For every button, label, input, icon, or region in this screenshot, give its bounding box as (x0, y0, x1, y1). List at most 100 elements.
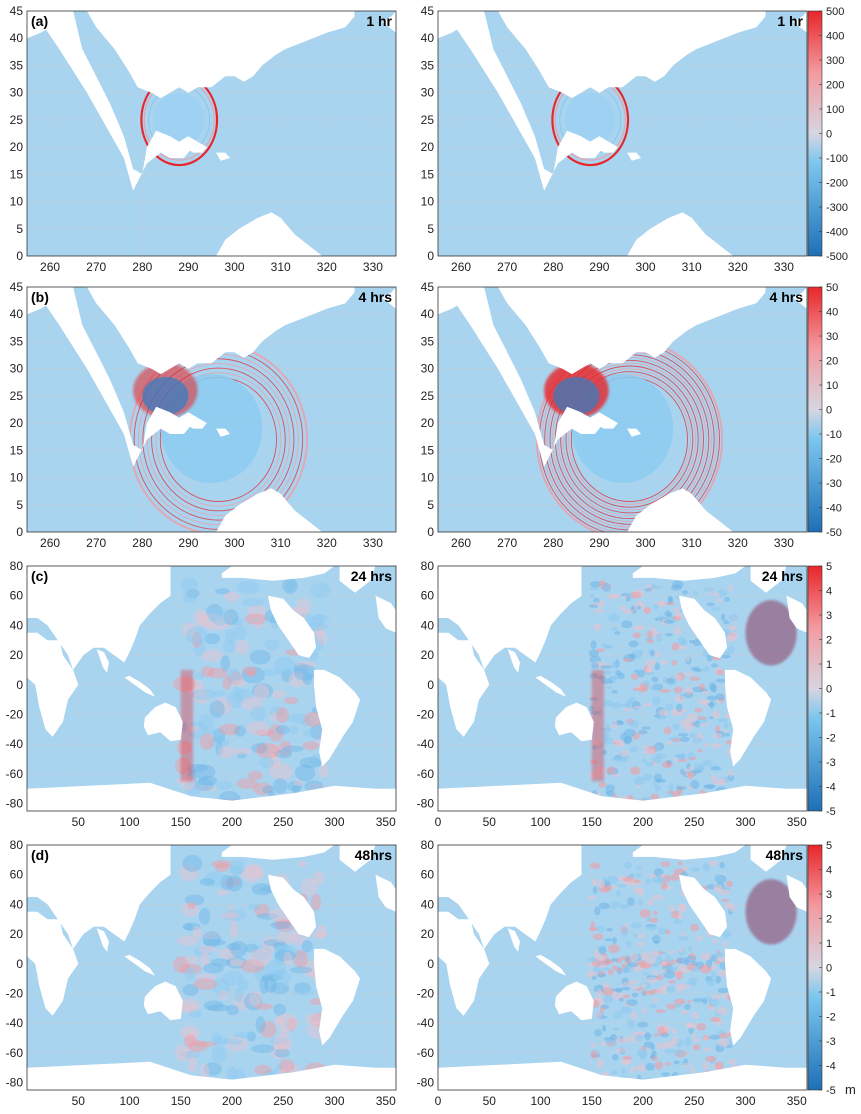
x-tick-label: 150 (171, 815, 191, 829)
y-tick-label: 40 (10, 897, 24, 911)
landmass (632, 566, 746, 581)
y-tick-label: 60 (421, 868, 435, 882)
x-tick-label: 0 (435, 815, 442, 829)
landmass (314, 669, 361, 767)
landmass (438, 11, 604, 191)
axes-frame (26, 565, 397, 812)
colorbar-tick-label: -300 (826, 202, 848, 214)
landmass (143, 702, 183, 742)
wavefront-ring (557, 362, 702, 517)
colorbar-tick-label: -4 (826, 782, 836, 794)
colorbar-tick-label: -50 (826, 527, 842, 539)
colorbar-tick-label: -3 (826, 1036, 836, 1048)
wavefront-ring (142, 358, 295, 521)
x-tick-label: 270 (86, 260, 106, 274)
y-tick-label: 0 (16, 678, 23, 692)
landmass (87, 287, 355, 375)
wavefront-ring (560, 365, 699, 514)
y-tick-label: -20 (417, 707, 435, 721)
y-tick-label: 60 (10, 589, 24, 603)
x-tick-label: 330 (774, 260, 794, 274)
landmass (375, 595, 396, 633)
y-tick-label: 45 (421, 4, 435, 18)
wavefront-ring (155, 372, 282, 507)
landmass (221, 845, 335, 860)
time-label: 48hrs (355, 847, 393, 863)
landmass (216, 212, 323, 256)
x-tick-label: 300 (735, 1094, 755, 1108)
panel-label: (b) (31, 289, 49, 305)
landmass (438, 287, 471, 315)
source-region (564, 92, 616, 148)
colorbar-3: 5 4 3 2 1 0 -1 -2 -3 -4 -5 (807, 561, 836, 818)
landmass (438, 287, 604, 467)
y-tick-label: 0 (427, 525, 434, 539)
landmass (786, 595, 807, 633)
x-tick-label: 320 (317, 536, 337, 550)
y-tick-label: 20 (10, 416, 24, 430)
time-label: 1 hr (366, 13, 392, 29)
panel-2: 260 270 280 290 300 310 320 330 0 5 10 15 20 25 30 35 40… (421, 4, 808, 274)
wavefront-ring (568, 374, 691, 505)
x-tick-label: 100 (530, 815, 550, 829)
landmass (750, 566, 787, 593)
y-tick-label: 5 (427, 222, 434, 236)
colorbar-tick-label: -10 (826, 429, 842, 441)
colorbar-tick-label: -20 (826, 454, 842, 466)
trough-region (553, 376, 600, 415)
x-tick-label: 330 (363, 260, 383, 274)
x-tick-label: 300 (225, 536, 245, 550)
landmass (221, 566, 335, 581)
x-tick-label: 350 (376, 1094, 396, 1108)
landmass (179, 136, 207, 153)
time-label: 24 hrs (351, 568, 392, 584)
x-tick-label: 50 (483, 815, 497, 829)
landmass (627, 428, 641, 437)
colorbar-tick-label: 500 (826, 6, 844, 18)
colorbar-tick-label: -500 (826, 251, 848, 263)
landmass (627, 488, 734, 532)
landmass (339, 845, 376, 872)
colorbar-tick-label: 300 (826, 55, 844, 67)
landmass (554, 702, 594, 742)
colorbar-4: 5 4 3 2 1 0 -1 -2 -3 -4 -5 m (807, 840, 856, 1097)
colorbar-tick-label: -5 (826, 1085, 836, 1097)
y-tick-label: -40 (417, 1016, 435, 1030)
source-region (153, 92, 205, 148)
landmass (27, 845, 171, 949)
colorbar-tick-label: 5 (826, 561, 832, 573)
colorbar-tick-label: 4 (826, 586, 832, 598)
x-tick-label: 260 (451, 536, 471, 550)
x-tick-label: 250 (684, 1094, 704, 1108)
axes-frame (437, 565, 808, 812)
y-tick-label: 0 (427, 678, 434, 692)
colorbar-tick-label: -5 (826, 806, 836, 818)
landmass (267, 595, 317, 659)
axes-frame (437, 10, 808, 257)
wavefront-ring (562, 368, 696, 511)
landmass (627, 152, 641, 161)
y-tick-label: 40 (421, 31, 435, 45)
y-tick-label: 25 (421, 113, 435, 127)
x-tick-label: 350 (787, 1094, 807, 1108)
landmass (27, 11, 60, 39)
landmass (143, 981, 183, 1021)
y-tick-label: 20 (421, 140, 435, 154)
x-tick-label: 260 (451, 260, 471, 274)
axes-frame (437, 844, 808, 1091)
landmass (627, 212, 734, 256)
x-tick-label: 310 (682, 260, 702, 274)
landmass (375, 874, 396, 912)
y-tick-label: 40 (10, 618, 24, 632)
x-tick-label: 320 (728, 536, 748, 550)
colorbar-tick-label: -400 (826, 227, 848, 239)
landmass (124, 954, 156, 976)
colorbar-tick-label: 200 (826, 80, 844, 92)
time-label: 4 hrs (359, 289, 393, 305)
colorbar-tick-label: 5 (826, 840, 832, 852)
panel-label: (c) (31, 568, 48, 584)
x-tick-label: 50 (72, 1094, 86, 1108)
colorbar-tick-label: -4 (826, 1061, 836, 1073)
y-tick-label: 25 (421, 389, 435, 403)
colorbar-tick-label: 3 (826, 610, 832, 622)
